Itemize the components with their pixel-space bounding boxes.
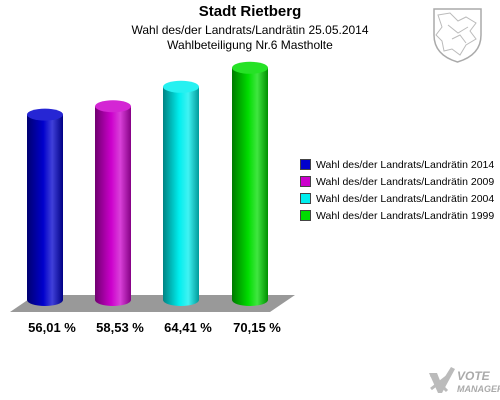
legend-item: Wahl des/der Landrats/Landrätin 2009 bbox=[300, 173, 494, 190]
watermark-manager: MANAGER bbox=[457, 384, 500, 394]
bar bbox=[95, 100, 131, 306]
legend-item: Wahl des/der Landrats/Landrätin 2004 bbox=[300, 190, 494, 207]
legend-swatch bbox=[300, 210, 311, 221]
legend-label: Wahl des/der Landrats/Landrätin 2009 bbox=[316, 175, 495, 188]
bar-value-label: 56,01 % bbox=[28, 320, 76, 335]
bar-top bbox=[27, 108, 63, 121]
chart-subtitle: Wahl des/der Landrats/Landrätin 25.05.20… bbox=[131, 23, 369, 37]
legend-label: Wahl des/der Landrats/Landrätin 1999 bbox=[316, 209, 495, 222]
chart-title: Stadt Rietberg bbox=[198, 3, 302, 20]
bar-body bbox=[95, 106, 131, 306]
bar-body bbox=[163, 86, 199, 306]
bar-top bbox=[95, 100, 131, 113]
bar-value-label: 70,15 % bbox=[233, 320, 281, 335]
bar-top bbox=[163, 80, 199, 93]
bar-top bbox=[232, 61, 268, 74]
bar-value-label: 58,53 % bbox=[96, 320, 144, 335]
watermark-vote: VOTE bbox=[457, 369, 491, 383]
chart-floor bbox=[10, 295, 295, 312]
legend-item: Wahl des/der Landrats/Landrätin 2014 bbox=[300, 156, 494, 173]
legend-swatch bbox=[300, 193, 311, 204]
legend-label: Wahl des/der Landrats/Landrätin 2014 bbox=[316, 158, 495, 171]
bar-value-label: 64,41 % bbox=[164, 320, 212, 335]
bar bbox=[163, 80, 199, 306]
coat-of-arms-icon bbox=[433, 8, 482, 63]
legend-swatch bbox=[300, 159, 311, 170]
vote-manager-logo-icon: VOTE MANAGER bbox=[429, 367, 500, 394]
bar-body bbox=[232, 67, 268, 306]
legend-label: Wahl des/der Landrats/Landrätin 2004 bbox=[316, 192, 495, 205]
legend: Wahl des/der Landrats/Landrätin 2014 Wah… bbox=[300, 156, 494, 224]
bar bbox=[232, 61, 268, 306]
chart-subtitle-participation: Wahlbeteiligung Nr.6 Mastholte bbox=[167, 38, 333, 52]
legend-swatch bbox=[300, 176, 311, 187]
legend-item: Wahl des/der Landrats/Landrätin 1999 bbox=[300, 207, 494, 224]
bar bbox=[27, 108, 63, 306]
bar-body bbox=[27, 114, 63, 306]
